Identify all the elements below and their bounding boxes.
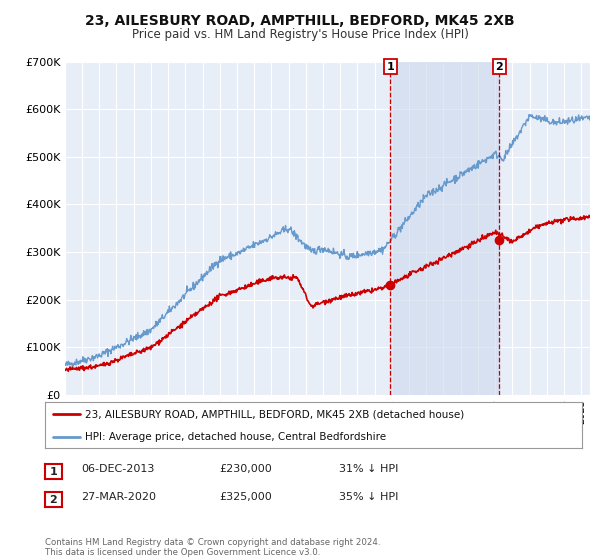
Text: 23, AILESBURY ROAD, AMPTHILL, BEDFORD, MK45 2XB: 23, AILESBURY ROAD, AMPTHILL, BEDFORD, M… — [85, 14, 515, 28]
Text: Contains HM Land Registry data © Crown copyright and database right 2024.
This d: Contains HM Land Registry data © Crown c… — [45, 538, 380, 557]
Text: 35% ↓ HPI: 35% ↓ HPI — [339, 492, 398, 502]
Text: £325,000: £325,000 — [219, 492, 272, 502]
Text: 2: 2 — [496, 62, 503, 72]
Text: Price paid vs. HM Land Registry's House Price Index (HPI): Price paid vs. HM Land Registry's House … — [131, 28, 469, 41]
Bar — [391, 62, 499, 395]
Text: 31% ↓ HPI: 31% ↓ HPI — [339, 464, 398, 474]
Text: 1: 1 — [386, 62, 394, 72]
Text: 27-MAR-2020: 27-MAR-2020 — [81, 492, 156, 502]
Text: £230,000: £230,000 — [219, 464, 272, 474]
Text: HPI: Average price, detached house, Central Bedfordshire: HPI: Average price, detached house, Cent… — [85, 432, 386, 441]
Text: 1: 1 — [50, 466, 57, 477]
Text: 23, AILESBURY ROAD, AMPTHILL, BEDFORD, MK45 2XB (detached house): 23, AILESBURY ROAD, AMPTHILL, BEDFORD, M… — [85, 409, 464, 419]
Text: 06-DEC-2013: 06-DEC-2013 — [81, 464, 154, 474]
Text: 2: 2 — [50, 494, 57, 505]
